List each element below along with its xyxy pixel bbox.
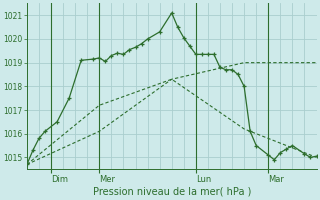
X-axis label: Pression niveau de la mer( hPa ): Pression niveau de la mer( hPa ) <box>92 187 251 197</box>
